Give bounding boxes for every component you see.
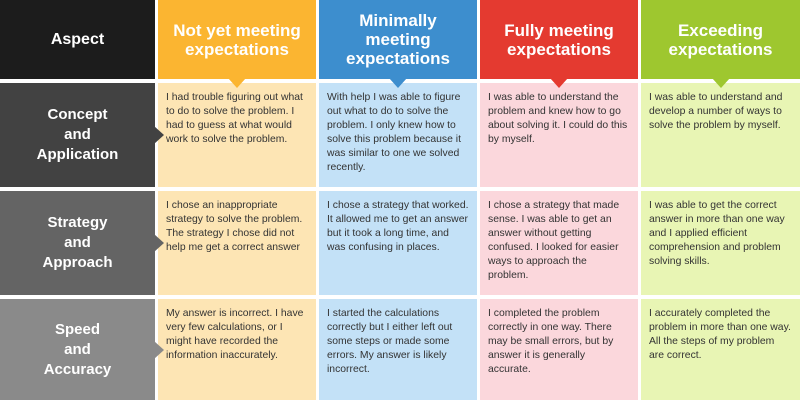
rubric-cell-exceeding: I accurately completed the problem in mo… (641, 299, 800, 400)
aspect-pointer (154, 340, 164, 359)
header-exceeding-pointer (711, 78, 730, 88)
aspect-strategy-approach: Strategy and Approach (0, 191, 164, 295)
rubric-cell-minimally: I started the calculations correctly but… (319, 299, 477, 400)
header-fully-label: Fully meeting expectations (504, 20, 614, 59)
header-exceeding: Exceeding expectations (641, 0, 800, 88)
aspect-label: Speed and Accuracy (43, 320, 112, 378)
aspect-pointer (154, 126, 164, 144)
rubric-cell-not-yet: I chose an inappropriate strategy to sol… (158, 191, 316, 295)
aspect-label: Concept and Application (36, 106, 119, 163)
header-not-yet-label: Not yet meeting expectations (173, 20, 301, 59)
header-aspect-label: Aspect (50, 31, 105, 48)
rubric-cell-not-yet: I had trouble figuring out what to do to… (158, 83, 316, 187)
header-fully: Fully meeting expectations (480, 0, 638, 88)
header-not-yet-pointer (228, 78, 246, 88)
rubric-cell-exceeding: I was able to get the correct answer in … (641, 191, 800, 295)
rubric-cell-fully: I was able to understand the problem and… (480, 83, 638, 187)
rubric-cell-fully: I completed the problem correctly in one… (480, 299, 638, 400)
rubric-cell-fully: I chose a strategy that made sense. I wa… (480, 191, 638, 295)
rubric-cell-not-yet: My answer is incorrect. I have very few … (158, 299, 316, 400)
header-fully-pointer (550, 78, 568, 88)
header-aspect: Aspect (0, 0, 155, 79)
rubric-cell-minimally: I chose a strategy that worked. It allow… (319, 191, 477, 295)
aspect-speed-accuracy: Speed and Accuracy (0, 299, 164, 400)
rubric-cell-minimally: With help I was able to figure out what … (319, 83, 477, 187)
aspect-pointer (154, 234, 164, 252)
header-minimally: Minimally meeting expectations (319, 0, 477, 88)
rubric-cell-exceeding: I was able to understand and develop a n… (641, 83, 800, 187)
aspect-concept-application: Concept and Application (0, 83, 164, 187)
header-minimally-label: Minimally meeting expectations (346, 11, 450, 68)
header-minimally-pointer (389, 78, 407, 88)
header-exceeding-label: Exceeding expectations (668, 20, 773, 59)
aspect-label: Strategy and Approach (42, 214, 113, 271)
header-not-yet: Not yet meeting expectations (158, 0, 316, 88)
